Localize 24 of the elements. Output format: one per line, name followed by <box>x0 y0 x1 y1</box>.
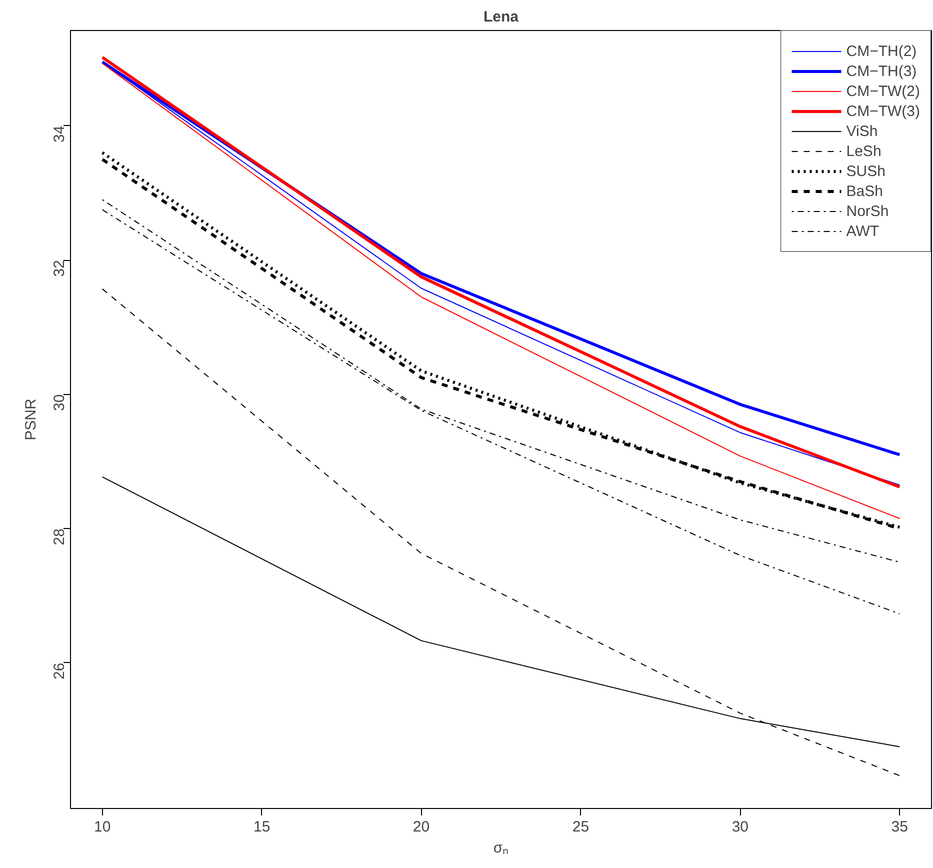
legend-label: AWT <box>846 222 880 240</box>
legend-label: CM−TW(3) <box>846 102 920 120</box>
y-tick-label: 30 <box>51 394 68 412</box>
x-tick-label: 15 <box>253 818 270 836</box>
x-tick-label: 20 <box>412 818 430 836</box>
legend-label: CM−TH(3) <box>846 62 917 80</box>
legend-label: SUSh <box>846 162 886 180</box>
y-axis-title: PSNR <box>22 398 40 440</box>
y-tick-label: 26 <box>51 662 68 680</box>
legend-label: CM−TH(2) <box>846 42 917 60</box>
legend-label: BaSh <box>846 182 883 200</box>
x-tick-label: 35 <box>891 818 908 836</box>
y-tick-label: 28 <box>51 528 68 546</box>
x-tick-label: 30 <box>732 818 749 836</box>
legend-label: LeSh <box>846 142 882 160</box>
x-tick-label: 25 <box>572 818 590 836</box>
legend-label: CM−TW(2) <box>846 82 920 100</box>
y-tick-label: 34 <box>51 126 68 143</box>
chart-title: Lena <box>483 8 520 26</box>
x-axis-title: σₙ <box>493 840 509 856</box>
x-tick-label: 10 <box>94 818 111 836</box>
y-tick-label: 32 <box>51 260 68 277</box>
legend-label: NorSh <box>846 202 889 220</box>
legend-label: ViSh <box>846 122 878 140</box>
